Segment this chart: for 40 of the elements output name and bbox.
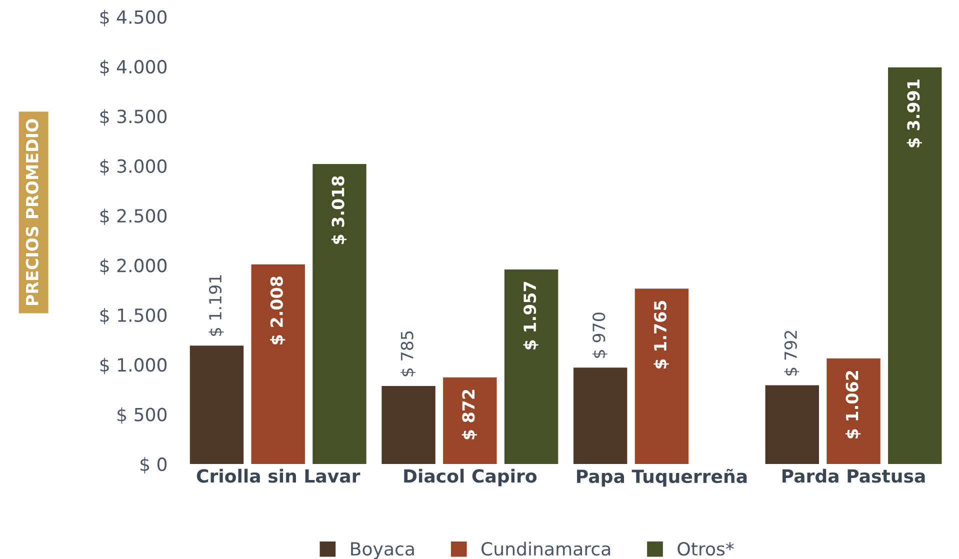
data-label: $ 792 <box>784 330 800 376</box>
bar <box>888 67 942 464</box>
data-label: $ 1.765 <box>654 300 669 368</box>
data-label: $ 785 <box>400 331 416 376</box>
bar <box>190 346 244 464</box>
bar <box>765 385 819 464</box>
data-label: $ 1.957 <box>523 282 538 350</box>
bar <box>826 358 880 464</box>
x-tick-label: Parda Pastusa <box>782 468 925 483</box>
data-label: $ 1.191 <box>208 275 224 336</box>
bar <box>634 288 689 464</box>
bar <box>251 264 305 464</box>
x-tick-label: Criolla sin Lavar <box>196 468 360 483</box>
y-tick-label: $ 2.500 <box>100 208 167 226</box>
y-tick-label: $ 3.000 <box>100 158 167 176</box>
legend-label: Boyaca <box>351 542 414 559</box>
data-label: $ 1.062 <box>845 370 861 438</box>
bar <box>443 377 497 464</box>
data-label: $ 872 <box>462 390 477 440</box>
y-tick-label: $ 4.000 <box>100 60 167 76</box>
y-axis-title: PRECIOS PROMEDIO <box>26 119 38 306</box>
legend-label: Cundinamarca <box>482 542 610 556</box>
data-label: $ 970 <box>592 312 608 358</box>
y-tick-label: $ 1.000 <box>100 358 167 374</box>
y-tick-label: $ 0 <box>140 457 167 474</box>
bar <box>504 269 558 464</box>
y-tick-label: $ 3.500 <box>100 109 167 126</box>
bar <box>382 386 436 464</box>
y-tick-label: $ 1.500 <box>100 308 167 324</box>
y-tick-label: $ 2.000 <box>100 258 167 275</box>
data-label: $ 3.018 <box>331 176 347 244</box>
x-tick-label: Diacol Capiro <box>404 468 537 486</box>
bar <box>573 368 628 464</box>
x-tick-label: Papa Tuquerreña <box>577 468 747 487</box>
data-label: $ 2.008 <box>270 276 286 344</box>
y-tick-label: $ 500 <box>118 407 167 424</box>
legend-label: Otros* <box>678 542 734 556</box>
bar <box>312 164 366 464</box>
data-label: $ 3.991 <box>906 80 922 148</box>
y-tick-label: $ 4.500 <box>100 10 167 26</box>
